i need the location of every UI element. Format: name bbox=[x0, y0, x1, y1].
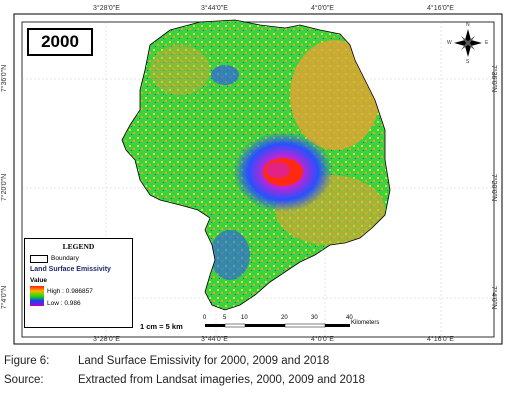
scale-number: 20 bbox=[281, 315, 288, 321]
right-tick-label: 7°20'0"N bbox=[490, 173, 498, 202]
scale-text: 1 cm = 5 km bbox=[140, 322, 183, 331]
figure-caption: Figure 6: Land Surface Emissivity for 200… bbox=[4, 352, 365, 390]
top-tick-label: 4°16'0"E bbox=[427, 5, 454, 12]
inner-frame bbox=[21, 21, 495, 338]
scale-unit: Kilometers bbox=[351, 320, 380, 326]
scale-number: 0 bbox=[203, 315, 207, 321]
legend-title: LEGEND bbox=[62, 242, 95, 251]
color-ramp bbox=[30, 286, 44, 306]
map-canvas bbox=[13, 13, 503, 345]
scale-number: 40 bbox=[346, 315, 353, 321]
left-tick-label: 7°4'0"N bbox=[1, 285, 9, 310]
year-label: 2000 bbox=[27, 28, 93, 56]
bottom-tick-label: 3°28'0"E bbox=[93, 336, 120, 343]
scale-number: 5 bbox=[223, 315, 227, 321]
top-tick-label: 4°0'0"E bbox=[311, 5, 334, 12]
lse-legend-title: Land Surface Emissivity bbox=[30, 266, 111, 273]
high-value-label: High : 0.986857 bbox=[47, 288, 93, 295]
source-row: Source: Extracted from Landsat imageries,… bbox=[4, 371, 365, 390]
value-title: Value bbox=[30, 277, 47, 284]
study-area-boundary bbox=[121, 19, 391, 311]
figure-label: Figure 6: bbox=[4, 355, 50, 367]
compass-w-label: W bbox=[447, 40, 452, 46]
boundary-swatch bbox=[30, 255, 48, 263]
source-text: Extracted from Landsat imageries, 2000, … bbox=[78, 374, 366, 386]
compass-e-label: E bbox=[485, 40, 489, 46]
compass-n-label: N bbox=[466, 22, 470, 28]
scale-bar bbox=[205, 323, 350, 328]
bottom-tick-label: 3°44'0"E bbox=[201, 336, 228, 343]
left-tick-label: 7°20'0"N bbox=[1, 173, 9, 202]
scale-number: 10 bbox=[241, 315, 248, 321]
legend: LEGEND Boundary Land Surface Emissivity … bbox=[24, 238, 133, 328]
top-tick-label: 3°28'0"E bbox=[93, 5, 120, 12]
boundary-label: Boundary bbox=[51, 255, 79, 262]
map-frame: 3°28'0"E 3°44'0"E 4°0'0"E 4°16'0"E 3°28'… bbox=[1, 5, 503, 345]
compass-s-label: S bbox=[466, 59, 470, 65]
figure-row: Figure 6: Land Surface Emissivity for 200… bbox=[4, 352, 365, 371]
top-tick-label: 3°44'0"E bbox=[201, 5, 228, 12]
scale-number: 30 bbox=[311, 315, 318, 321]
right-tick-label: 7°4'0"N bbox=[490, 285, 498, 310]
left-tick-label: 7°36'0"N bbox=[1, 64, 9, 93]
source-label: Source: bbox=[4, 374, 44, 386]
figure-text: Land Surface Emissivity for 2000, 2009 a… bbox=[78, 355, 330, 367]
north-arrow-icon bbox=[454, 29, 482, 57]
bottom-tick-label: 4°16'0"E bbox=[427, 336, 454, 343]
bottom-tick-label: 4°0'0"E bbox=[311, 336, 334, 343]
low-value-label: Low : 0.986 bbox=[47, 300, 81, 307]
right-tick-label: 7°36'0"N bbox=[490, 64, 498, 93]
